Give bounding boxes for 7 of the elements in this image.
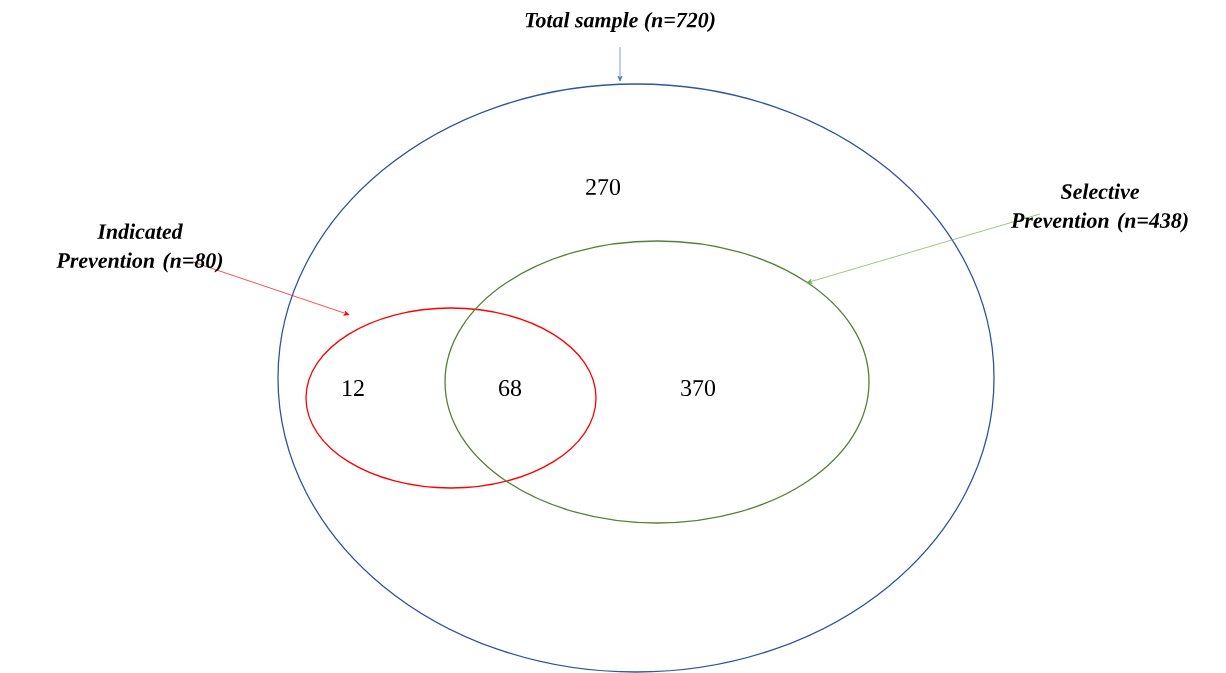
text: Indicated Prevention (n=80) bbox=[56, 223, 223, 273]
text: Selective Prevention (n=438) bbox=[1010, 183, 1188, 233]
text: Total sample (n=720) bbox=[525, 12, 715, 32]
data-label: 12 bbox=[343, 380, 364, 396]
data-label: 370 bbox=[681, 379, 716, 397]
data-label: 68 bbox=[499, 379, 522, 397]
data-label: 270 bbox=[586, 178, 621, 196]
